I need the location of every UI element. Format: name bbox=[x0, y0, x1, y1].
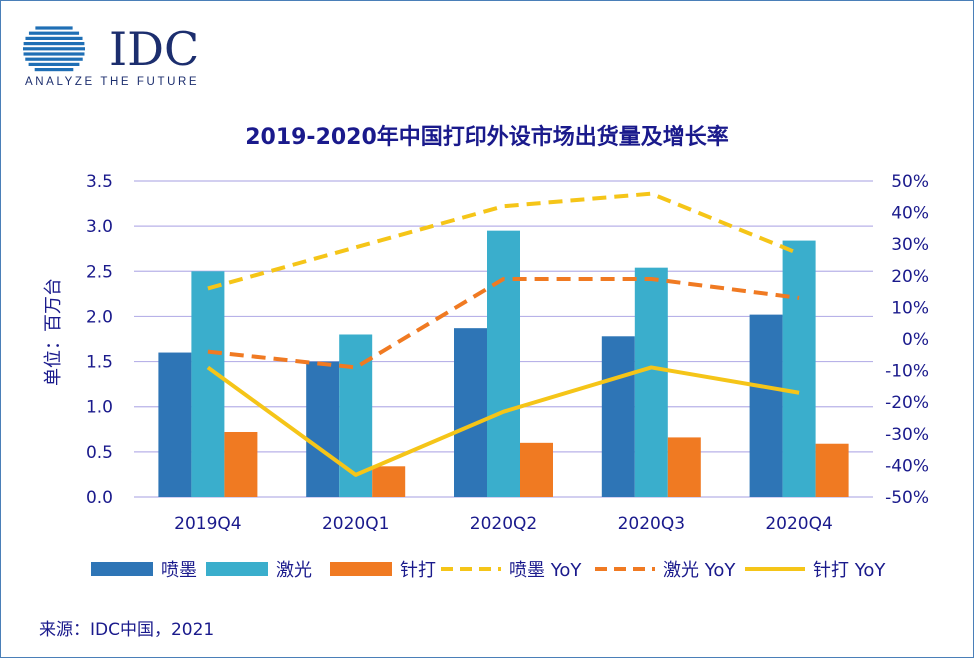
globe-stripe bbox=[28, 62, 80, 66]
y2-tick-label: 50% bbox=[891, 172, 929, 192]
bar-dotmatrix bbox=[372, 466, 406, 497]
logo-tagline: ANALYZE THE FUTURE bbox=[25, 76, 199, 88]
globe-icon bbox=[23, 26, 85, 72]
y2-tick-label: -40% bbox=[885, 456, 929, 476]
bar-inkjet bbox=[306, 361, 340, 497]
idc-logo: IDC ANALYZE THE FUTURE bbox=[23, 22, 199, 88]
legend-laser-swatch bbox=[206, 562, 268, 576]
y2-tick-label: 30% bbox=[891, 235, 929, 255]
dotmatrix-yoy-line bbox=[206, 365, 800, 477]
y2-tick-label: -10% bbox=[885, 362, 929, 382]
legend-inkjet-label: 喷墨 bbox=[161, 560, 197, 581]
y-tick-label: 0.0 bbox=[86, 488, 113, 508]
bar-laser bbox=[634, 267, 668, 497]
logo-name: IDC bbox=[109, 22, 199, 76]
y-tick-label: 3.5 bbox=[86, 172, 113, 192]
source-note: 来源：IDC中国，2021 bbox=[39, 620, 214, 640]
globe-stripe bbox=[23, 52, 85, 56]
y2-tick-label: -50% bbox=[885, 488, 929, 508]
y-tick-label: 1.5 bbox=[86, 353, 113, 373]
globe-stripe bbox=[23, 42, 85, 46]
legend-inkjet-yoy-label: 喷墨 YoY bbox=[509, 560, 582, 581]
legend: 喷墨 激光 针打 喷墨 YoY 激光 YoY 针打 YoY bbox=[91, 560, 886, 581]
inkjet-yoy-line bbox=[207, 191, 800, 291]
y-tick-label: 2.0 bbox=[86, 307, 113, 327]
globe-stripe bbox=[23, 47, 85, 51]
x-tick-label: 2020Q3 bbox=[618, 514, 685, 534]
x-axis-ticks: 2019Q4 2020Q1 2020Q2 2020Q3 2020Q4 bbox=[174, 514, 833, 534]
bar-dotmatrix bbox=[815, 443, 849, 497]
legend-dotmatrix-label: 针打 bbox=[400, 560, 436, 581]
line-series bbox=[206, 191, 800, 477]
bar-dotmatrix bbox=[667, 437, 701, 497]
y-axis-ticks: 0.0 0.5 1.0 1.5 2.0 2.5 3.0 3.5 bbox=[86, 172, 113, 508]
y2-tick-label: -30% bbox=[885, 425, 929, 445]
bar-inkjet bbox=[749, 314, 783, 497]
y2-tick-label: 20% bbox=[891, 267, 929, 287]
bar-dotmatrix bbox=[520, 442, 553, 497]
laser-yoy-line bbox=[207, 276, 800, 370]
y2-tick-label: -20% bbox=[885, 393, 929, 413]
globe-stripe bbox=[25, 57, 83, 61]
y-tick-label: 2.5 bbox=[86, 262, 113, 282]
bar-series bbox=[158, 230, 849, 498]
legend-laser-yoy-label: 激光 YoY bbox=[663, 560, 736, 581]
bar-laser bbox=[191, 271, 225, 497]
y-tick-label: 0.5 bbox=[86, 443, 113, 463]
y2-tick-label: 40% bbox=[891, 204, 929, 224]
chart-title: 2019-2020年中国打印外设市场出货量及增长率 bbox=[245, 124, 729, 150]
bar-inkjet bbox=[601, 336, 635, 497]
y2-tick-label: 0% bbox=[902, 330, 929, 350]
x-tick-label: 2020Q2 bbox=[470, 514, 537, 534]
bar-inkjet bbox=[158, 352, 192, 497]
globe-stripe bbox=[35, 26, 73, 30]
y-tick-label: 3.0 bbox=[86, 217, 113, 237]
x-tick-label: 2020Q4 bbox=[765, 514, 832, 534]
bar-laser bbox=[782, 240, 816, 498]
y2-tick-label: 10% bbox=[891, 298, 929, 318]
legend-laser-label: 激光 bbox=[276, 560, 312, 581]
x-tick-label: 2020Q1 bbox=[322, 514, 389, 534]
y2-axis-ticks: -50% -40% -30% -20% -10% 0% 10% 20% 30% 40% 50% bbox=[885, 172, 929, 508]
bar-dotmatrix bbox=[224, 431, 258, 497]
globe-stripe bbox=[34, 68, 74, 72]
globe-stripe bbox=[28, 31, 80, 35]
bar-inkjet bbox=[454, 328, 487, 497]
x-tick-label: 2019Q4 bbox=[174, 514, 241, 534]
legend-dotmatrix-swatch bbox=[330, 562, 392, 576]
y-axis-label: 单位：百万台 bbox=[43, 278, 64, 386]
legend-inkjet-swatch bbox=[91, 562, 153, 576]
bar-laser bbox=[487, 230, 520, 497]
y-tick-label: 1.0 bbox=[86, 398, 113, 418]
globe-stripe bbox=[25, 36, 83, 40]
legend-dotmatrix-yoy-label: 针打 YoY bbox=[813, 560, 886, 581]
